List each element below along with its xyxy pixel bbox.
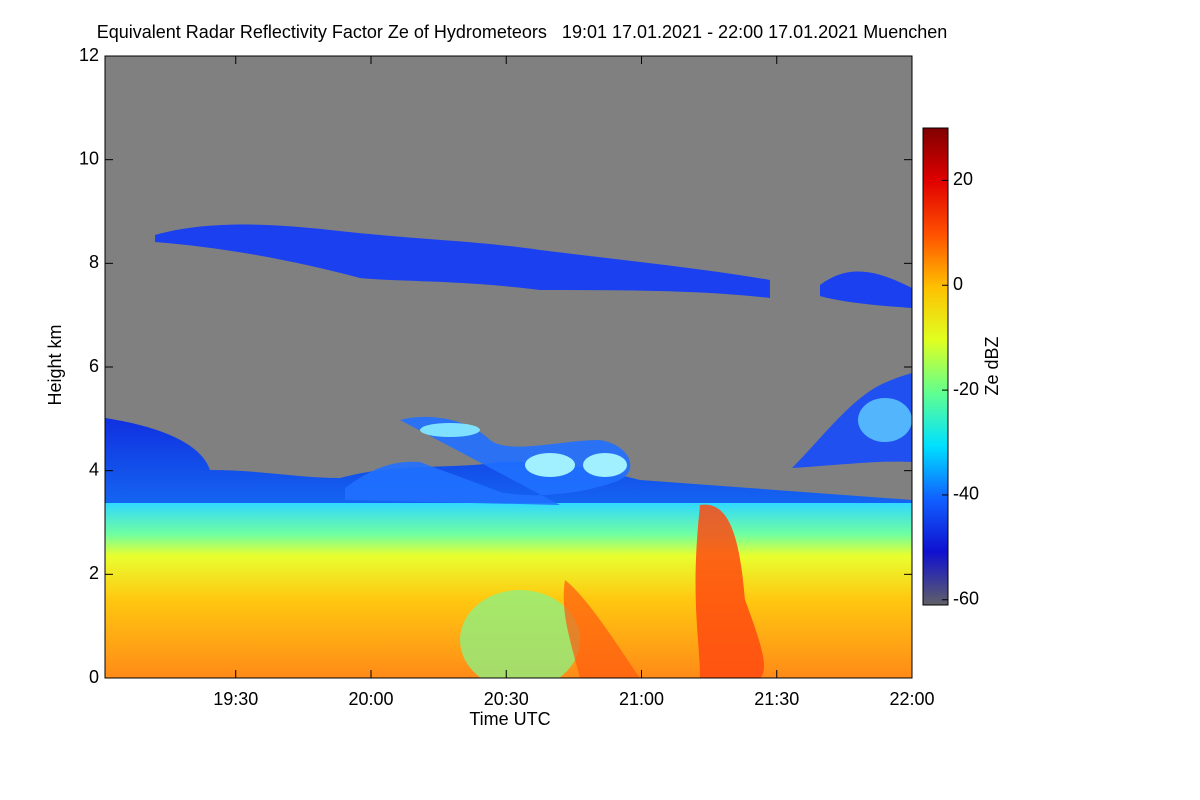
colorbar-tick-label: -60 bbox=[953, 589, 979, 609]
colorbar-tick-label: 0 bbox=[953, 274, 963, 294]
x-axis-label: Time UTC bbox=[469, 709, 550, 729]
mid-cloud bbox=[345, 416, 631, 505]
rain-streak bbox=[563, 580, 640, 678]
x-tick-label: 20:00 bbox=[348, 689, 393, 709]
cirrus-cloud bbox=[155, 224, 770, 298]
y-tick-label: 12 bbox=[79, 45, 99, 65]
mid-cloud-core bbox=[525, 453, 575, 477]
y-tick-label: 8 bbox=[89, 252, 99, 272]
y-axis-label: Height km bbox=[45, 324, 65, 405]
colorbar-label: Ze dBZ bbox=[982, 336, 1002, 395]
upper-cloud bbox=[792, 373, 912, 468]
mid-cloud-core bbox=[420, 423, 480, 437]
reflectivity-field bbox=[105, 224, 912, 678]
y-tick-label: 4 bbox=[89, 459, 99, 479]
colorbar-tick-label: -20 bbox=[953, 379, 979, 399]
mid-cloud-core bbox=[583, 453, 627, 477]
colorbar-tick-label: 20 bbox=[953, 169, 973, 189]
rain-weak-area bbox=[460, 590, 580, 678]
x-tick-label: 21:30 bbox=[754, 689, 799, 709]
colorbar-tick-label: -40 bbox=[953, 484, 979, 504]
y-tick-label: 10 bbox=[79, 148, 99, 168]
x-tick-label: 22:00 bbox=[889, 689, 934, 709]
rain-core bbox=[695, 504, 765, 678]
upper-cloud-core bbox=[858, 398, 912, 442]
x-tick-label: 21:00 bbox=[619, 689, 664, 709]
y-tick-label: 6 bbox=[89, 356, 99, 376]
colorbar bbox=[922, 127, 949, 606]
chart-title: Equivalent Radar Reflectivity Factor Ze … bbox=[97, 22, 948, 42]
x-tick-label: 19:30 bbox=[213, 689, 258, 709]
x-tick-label: 20:30 bbox=[484, 689, 529, 709]
y-tick-label: 2 bbox=[89, 563, 99, 583]
y-tick-label: 0 bbox=[89, 667, 99, 687]
cirrus-cloud bbox=[820, 271, 912, 308]
